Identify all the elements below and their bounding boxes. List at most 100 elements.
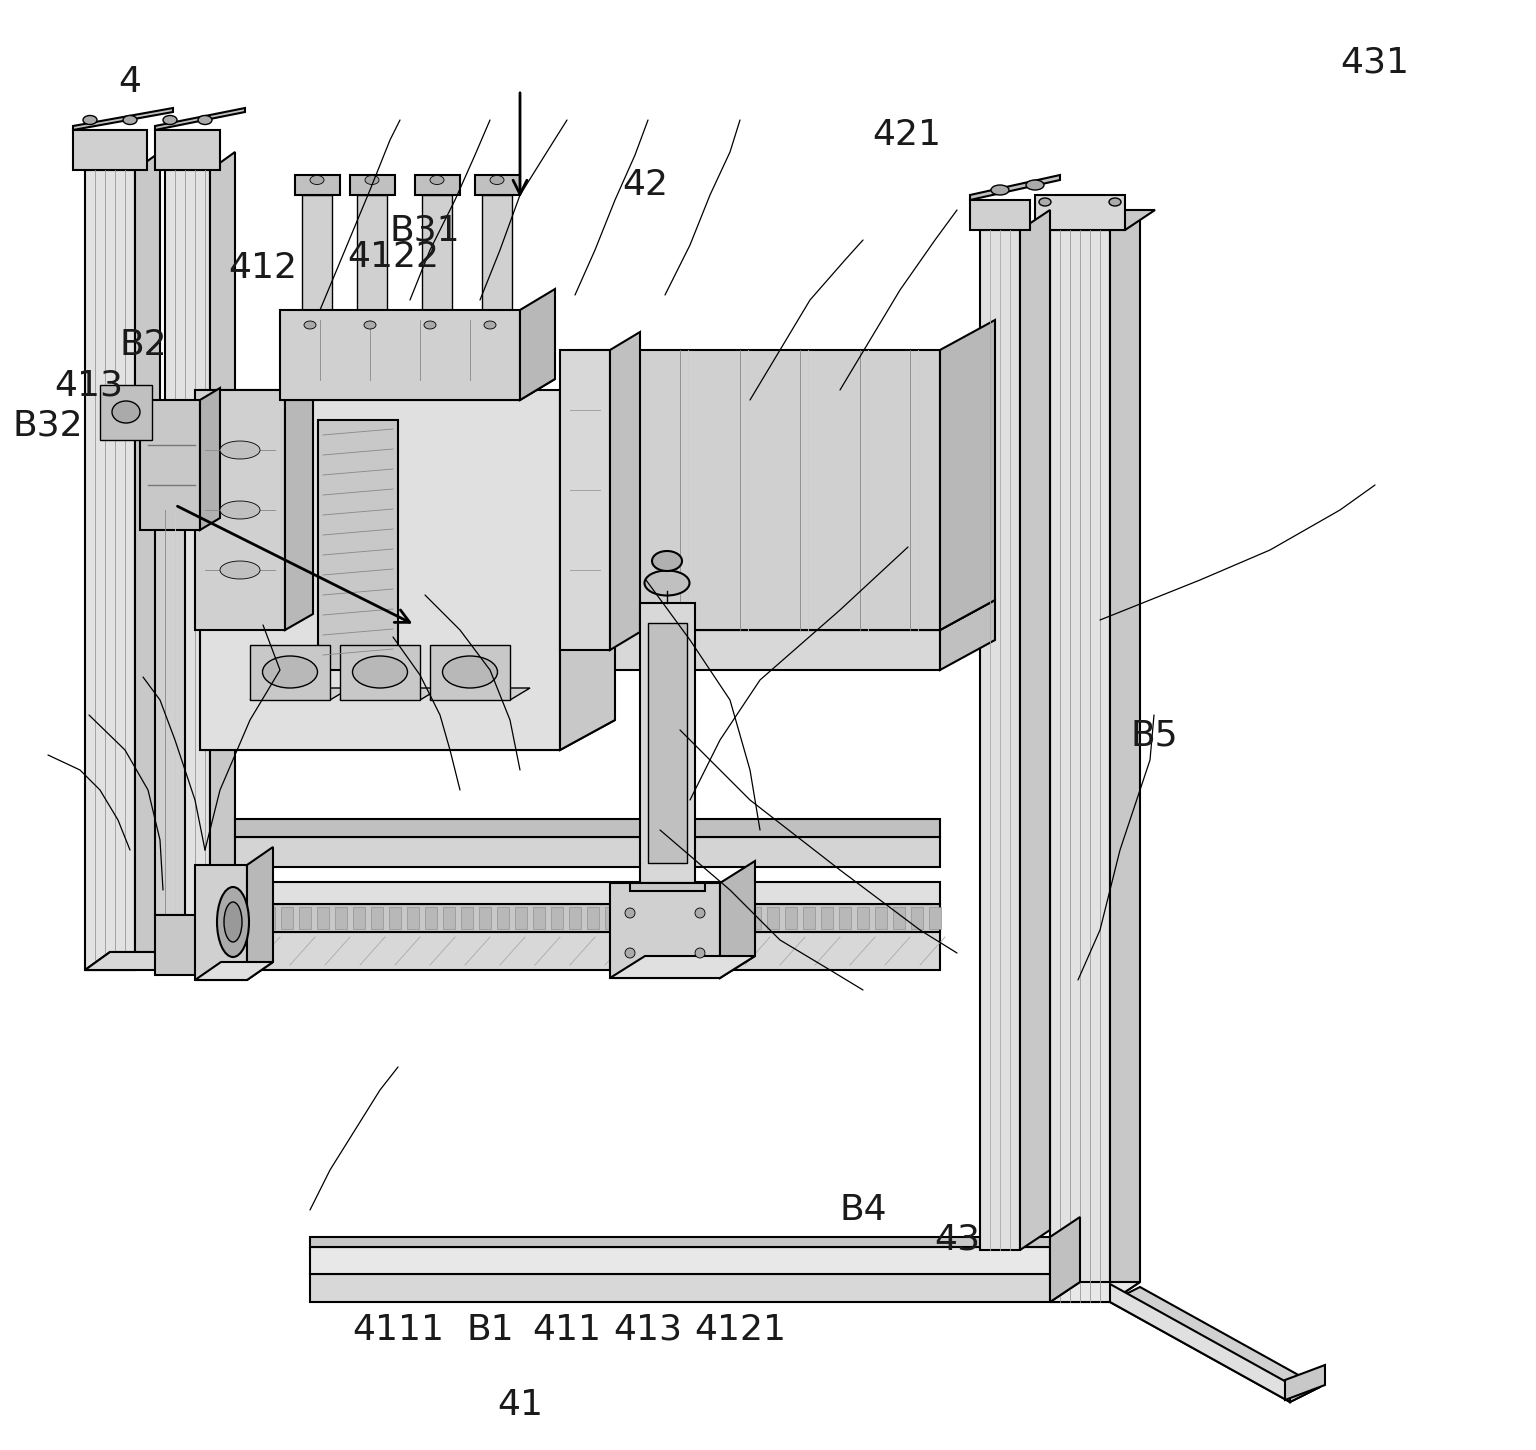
Polygon shape	[155, 107, 246, 130]
Polygon shape	[84, 953, 235, 970]
Ellipse shape	[694, 908, 705, 918]
Polygon shape	[415, 175, 459, 194]
Polygon shape	[1051, 1282, 1140, 1302]
Ellipse shape	[83, 116, 97, 125]
Polygon shape	[230, 898, 255, 974]
Polygon shape	[1286, 1364, 1326, 1401]
Polygon shape	[250, 645, 330, 700]
Polygon shape	[581, 349, 940, 629]
Ellipse shape	[625, 908, 634, 918]
Polygon shape	[422, 194, 452, 310]
Polygon shape	[857, 908, 869, 929]
Text: 4: 4	[118, 65, 141, 99]
Text: 421: 421	[872, 117, 942, 152]
Polygon shape	[475, 175, 521, 194]
Polygon shape	[310, 1237, 1051, 1247]
Ellipse shape	[198, 116, 212, 125]
Polygon shape	[515, 908, 527, 929]
Polygon shape	[561, 349, 610, 650]
Polygon shape	[971, 200, 1031, 231]
Polygon shape	[250, 687, 350, 700]
Text: B1: B1	[467, 1314, 515, 1347]
Text: B5: B5	[1130, 718, 1178, 753]
Polygon shape	[940, 600, 995, 670]
Polygon shape	[235, 882, 940, 903]
Polygon shape	[929, 908, 942, 929]
Polygon shape	[235, 903, 940, 932]
Text: 4121: 4121	[694, 1314, 786, 1347]
Polygon shape	[1035, 194, 1124, 231]
Ellipse shape	[163, 116, 177, 125]
Polygon shape	[659, 908, 671, 929]
Polygon shape	[940, 320, 995, 629]
Polygon shape	[353, 908, 366, 929]
Ellipse shape	[217, 887, 249, 957]
Polygon shape	[720, 861, 756, 977]
Polygon shape	[155, 915, 230, 974]
Polygon shape	[630, 883, 705, 890]
Polygon shape	[1051, 231, 1111, 1302]
Polygon shape	[407, 908, 419, 929]
Polygon shape	[389, 908, 401, 929]
Polygon shape	[425, 908, 438, 929]
Polygon shape	[605, 908, 617, 929]
Polygon shape	[155, 510, 184, 915]
Text: B32: B32	[12, 407, 83, 442]
Polygon shape	[195, 866, 247, 980]
Polygon shape	[533, 908, 545, 929]
Ellipse shape	[304, 320, 316, 329]
Polygon shape	[911, 908, 923, 929]
Polygon shape	[1290, 1369, 1319, 1402]
Polygon shape	[339, 645, 419, 700]
Text: 41: 41	[498, 1388, 544, 1422]
Polygon shape	[135, 152, 160, 970]
Text: 411: 411	[533, 1314, 602, 1347]
Polygon shape	[280, 378, 554, 400]
Polygon shape	[641, 603, 694, 883]
Polygon shape	[442, 908, 455, 929]
Polygon shape	[430, 645, 510, 700]
Polygon shape	[876, 908, 886, 929]
Ellipse shape	[1038, 199, 1051, 206]
Polygon shape	[568, 908, 581, 929]
Ellipse shape	[220, 561, 260, 579]
Polygon shape	[430, 687, 530, 700]
Text: 413: 413	[54, 368, 123, 402]
Polygon shape	[263, 908, 275, 929]
Ellipse shape	[112, 402, 140, 423]
Polygon shape	[1111, 1288, 1319, 1402]
Polygon shape	[641, 908, 653, 929]
Polygon shape	[339, 687, 439, 700]
Polygon shape	[587, 908, 599, 929]
Polygon shape	[1051, 1217, 1080, 1302]
Polygon shape	[200, 390, 561, 750]
Polygon shape	[280, 310, 521, 400]
Ellipse shape	[352, 655, 407, 687]
Polygon shape	[1111, 1285, 1290, 1402]
Polygon shape	[247, 847, 273, 980]
Ellipse shape	[224, 902, 243, 942]
Text: 42: 42	[622, 168, 668, 202]
Text: B4: B4	[839, 1193, 886, 1227]
Polygon shape	[235, 819, 940, 837]
Polygon shape	[713, 908, 725, 929]
Text: 4122: 4122	[347, 241, 439, 274]
Polygon shape	[624, 908, 634, 929]
Polygon shape	[551, 908, 564, 929]
Polygon shape	[155, 130, 220, 170]
Polygon shape	[316, 908, 329, 929]
Polygon shape	[74, 107, 174, 130]
Ellipse shape	[1026, 180, 1044, 190]
Polygon shape	[200, 389, 220, 531]
Polygon shape	[839, 908, 851, 929]
Polygon shape	[694, 908, 707, 929]
Polygon shape	[310, 1275, 1051, 1302]
Ellipse shape	[310, 175, 324, 184]
Polygon shape	[731, 908, 743, 929]
Polygon shape	[482, 194, 511, 310]
Polygon shape	[318, 420, 398, 670]
Ellipse shape	[220, 441, 260, 460]
Polygon shape	[74, 130, 147, 170]
Ellipse shape	[430, 175, 444, 184]
Polygon shape	[581, 629, 940, 670]
